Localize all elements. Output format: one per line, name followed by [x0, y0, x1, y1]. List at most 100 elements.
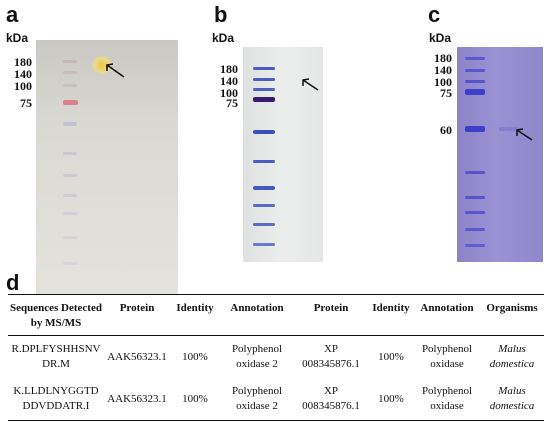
arrow-icon — [516, 128, 533, 141]
protein-cell: AAK56323.1 — [104, 378, 170, 421]
protein-line: 008345876.1 — [302, 400, 360, 412]
panel-b-marker-100: 100 — [220, 86, 238, 100]
identity-cell: 100% — [170, 378, 220, 421]
identity-cell: 100% — [368, 378, 414, 421]
gel-a-ladder-band — [63, 152, 77, 155]
organism-line: Malus — [498, 343, 526, 355]
panel-d-label: d — [6, 270, 20, 295]
gel-c-ladder-band — [465, 244, 485, 247]
table-row: R.DPLFYSHHSNV DR.M AAK56323.1 100% Polyph… — [8, 336, 544, 379]
panel-c-marker-60: 60 — [440, 123, 452, 137]
identity-cell: 100% — [378, 350, 404, 363]
panel-a-label: a — [6, 2, 19, 27]
header-identity: Identity — [170, 294, 220, 336]
gel-b-ladder-band — [253, 78, 275, 81]
sequence-line: DR.M — [42, 358, 70, 370]
panel-a-marker-140: 140 — [14, 67, 32, 81]
arrow-icon — [106, 63, 125, 78]
sequence-line: DDVDDATR.I — [22, 400, 90, 412]
protein-cell: XP 008345876.1 — [294, 378, 368, 421]
header-protein: Protein — [294, 294, 368, 336]
gel-a-ladder-band — [63, 71, 77, 74]
organism-line: domestica — [489, 400, 535, 412]
sequence-cell: R.DPLFYSHHSNV DR.M — [8, 336, 104, 379]
header-annotation: Annotation — [414, 294, 480, 336]
header-identity: Identity — [368, 294, 414, 336]
annotation-line: Polyphenol — [231, 385, 283, 397]
gel-a-ladder-band — [63, 174, 77, 177]
gel-b-ladder-band — [253, 223, 275, 226]
panel-b-marker-180: 180 — [220, 62, 238, 76]
gel-c-image — [457, 47, 543, 262]
gel-a-ladder-band — [63, 84, 77, 87]
gel-a-ladder-band — [63, 194, 77, 197]
table-row: K.LLDLNYGGTD DDVDDATR.I AAK56323.1 100% P… — [8, 378, 544, 421]
gel-a-ladder-band — [63, 236, 77, 239]
annotation-line: Polyphenol — [231, 343, 283, 355]
panel-c-marker-180: 180 — [434, 51, 452, 65]
annotation-cell: Polyphenol oxidase — [414, 336, 480, 379]
panel-b-kda-label: kDa — [212, 31, 235, 45]
identity-cell: 100% — [182, 350, 208, 363]
panel-c-marker-140: 140 — [434, 63, 452, 77]
organism-cell: Malus domestica — [480, 378, 544, 421]
sequence-line: K.LLDLNYGGTD — [13, 385, 99, 397]
gel-b-ladder-band — [253, 130, 275, 134]
panel-b-marker-140: 140 — [220, 74, 238, 88]
gel-a-ladder-band — [63, 262, 77, 265]
gel-b-ladder-band — [253, 160, 275, 163]
annotation-line: oxidase 2 — [236, 400, 278, 412]
panel-c-marker-100: 100 — [434, 75, 452, 89]
annotation-line: oxidase — [430, 358, 464, 370]
gel-a-image — [36, 40, 178, 295]
gel-a-marker-75-band — [63, 100, 78, 105]
header-sequences: Sequences Detected by MS/MS — [8, 294, 104, 336]
gel-a-ladder-band — [63, 122, 77, 126]
panel-b-label: b — [214, 2, 228, 27]
panel-c-label: c — [428, 2, 441, 27]
panel-a-kda-label: kDa — [6, 31, 29, 45]
annotation-line: oxidase 2 — [236, 358, 278, 370]
gel-c-ladder-band — [465, 211, 485, 214]
gel-b-ladder-band — [253, 186, 275, 190]
panel-a-marker-75: 75 — [20, 96, 32, 110]
header-organisms: Organisms — [480, 294, 544, 336]
organism-cell: Malus domestica — [480, 336, 544, 379]
gel-c-ladder-band — [465, 57, 485, 60]
gel-c-ladder-band — [465, 80, 485, 83]
gel-b-ladder-band — [253, 243, 275, 246]
gel-c-ladder-band — [465, 228, 485, 231]
gel-a-ladder-band — [63, 60, 77, 63]
annotation-line: Polyphenol — [421, 385, 473, 397]
gel-c-ladder-band — [465, 126, 485, 132]
annotation-line: Polyphenol — [421, 343, 473, 355]
annotation-cell: Polyphenol oxidase 2 — [220, 336, 294, 379]
gel-c-ladder-band — [465, 196, 485, 199]
gel-a-ladder-band — [63, 212, 77, 215]
annotation-cell: Polyphenol oxidase 2 — [220, 378, 294, 421]
annotation-line: oxidase — [430, 400, 464, 412]
gel-c-target-band — [499, 127, 519, 131]
header-annotation: Annotation — [220, 294, 294, 336]
sequence-line: R.DPLFYSHHSNV — [11, 343, 101, 355]
panel-a-marker-100: 100 — [14, 79, 32, 93]
panel-a-marker-180: 180 — [14, 55, 32, 69]
annotation-cell: Polyphenol oxidase — [414, 378, 480, 421]
table-header-row: Sequences Detected by MS/MS Protein Iden… — [8, 294, 544, 336]
gel-b-ladder-band — [253, 88, 275, 91]
gel-c-ladder-band — [465, 171, 485, 174]
protein-line: 008345876.1 — [302, 358, 360, 370]
sequence-cell: K.LLDLNYGGTD DDVDDATR.I — [8, 378, 104, 421]
protein-line: XP — [323, 343, 339, 355]
gel-b-ladder-band — [253, 67, 275, 70]
organism-line: domestica — [489, 358, 535, 370]
protein-cell: AAK56323.1 — [107, 350, 167, 363]
gel-c-ladder-band — [465, 69, 485, 72]
arrow-icon — [302, 78, 319, 91]
panel-c-marker-75: 75 — [440, 86, 452, 100]
panel-b-marker-75: 75 — [226, 96, 238, 110]
protein-cell: XP 008345876.1 — [294, 336, 368, 379]
gel-b-ladder-band — [253, 204, 275, 207]
protein-line: XP — [323, 385, 339, 397]
gel-c-ladder-band — [465, 89, 485, 95]
